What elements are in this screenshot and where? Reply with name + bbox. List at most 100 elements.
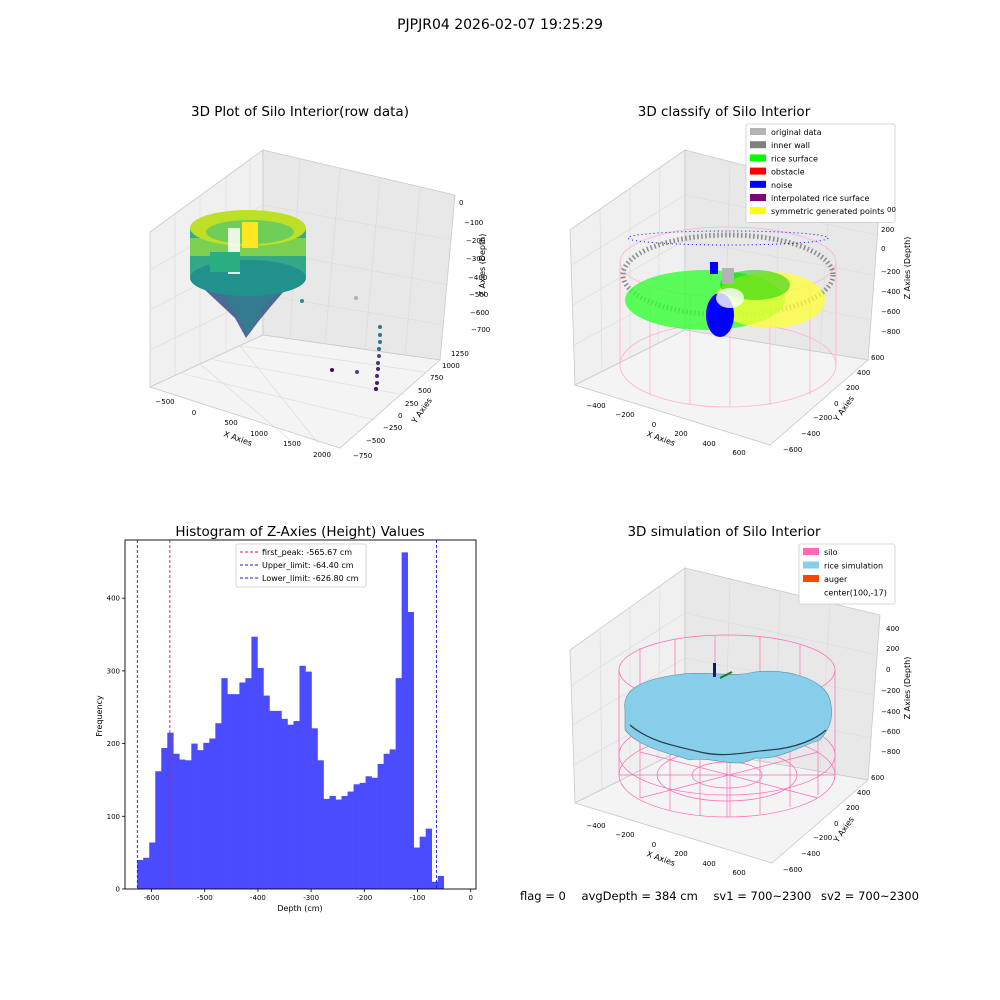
classify-y-tick-label: 0	[834, 400, 838, 408]
histogram-bar	[245, 678, 252, 889]
hist-panel-title: Histogram of Z-Axies (Height) Values	[175, 524, 425, 540]
histogram-bar	[293, 721, 300, 889]
histogram-bar	[275, 710, 282, 889]
raw-x-tick-label: −500	[155, 398, 174, 406]
histogram-bar	[311, 728, 318, 889]
histogram-bar	[287, 724, 294, 889]
histogram-bar	[383, 753, 390, 889]
simulation-z-tick-label: −600	[881, 728, 900, 736]
simulation-y-tick-label: 200	[846, 804, 859, 812]
histogram-bar	[401, 552, 408, 889]
classify-x-ticks: −400 −200 0 200 400 600	[586, 402, 745, 457]
raw-x-tick-label: 2000	[313, 451, 331, 459]
histogram-bar	[359, 782, 366, 889]
histogram-chart: -600 -500 -400 -300 -200 -100 0 0100200300400 …	[95, 539, 477, 913]
histogram-y-label: Frequency	[95, 695, 104, 737]
histogram-bar	[329, 795, 336, 889]
raw-pane-floor	[148, 334, 441, 449]
histogram-reference-lines	[136, 540, 437, 889]
classify-z-ticks: 200 0 −200 −400 −600 −800 00	[881, 206, 900, 336]
raw-z-tick-label: −600	[470, 309, 489, 317]
histogram-bar	[407, 611, 414, 889]
raw-y-tick-label: −250	[383, 424, 402, 432]
figure-suptitle: PJPJR04 2026-02-07 19:25:29	[397, 17, 603, 33]
classify-y-label: Y Axies	[831, 394, 856, 424]
raw-z-tick-label: 0	[459, 199, 463, 207]
classify-pane-floor	[573, 329, 869, 446]
histogram-bar	[179, 759, 186, 889]
classify-z-tick-label: −800	[881, 328, 900, 336]
raw-y-tick-label: 0	[398, 412, 402, 420]
classify-legend-label: inner wall	[771, 141, 810, 150]
classify-legend-swatch	[750, 194, 766, 201]
simulation-legend-swatch	[803, 561, 819, 569]
classify-z-tick-label-partial: 00	[887, 206, 896, 214]
simulation-y-tick-label: 600	[871, 774, 884, 782]
simulation-x-tick-label: 400	[702, 860, 715, 868]
simulation-z-tick-label: −200	[881, 687, 900, 695]
classify-z-tick-label: −200	[881, 268, 900, 276]
histogram-bar	[341, 795, 348, 889]
classify-legend: original data inner wall rice surface obsta…	[745, 123, 896, 223]
histogram-frame	[124, 539, 477, 890]
classify-y-tick-label: 600	[871, 354, 884, 362]
raw-y-tick-label: 1000	[442, 362, 460, 370]
histogram-x-tick-label: 0	[468, 894, 472, 902]
classify-x-tick-label: 0	[652, 421, 656, 429]
histogram-bar	[161, 747, 168, 889]
classify-z-tick-label: −600	[881, 308, 900, 316]
histogram-bar	[209, 738, 216, 889]
simulation-legend-label: rice simulation	[824, 562, 883, 571]
raw-x-tick-label: 0	[192, 409, 196, 417]
raw-panel-title: 3D Plot of Silo Interior(row data)	[191, 104, 409, 120]
raw-z-tick-label: −400	[468, 274, 487, 282]
classify-legend-label: interpolated rice surface	[771, 194, 869, 203]
raw-x-tick-label: 1500	[283, 440, 301, 448]
raw-z-tick-label: −700	[471, 326, 490, 334]
histogram-bar	[155, 771, 162, 889]
histogram-y-tick-label: 100	[107, 813, 120, 821]
histogram-y-tick-label: 200	[107, 740, 120, 748]
histogram-bar	[269, 710, 276, 889]
histogram-x-tick-label: -500	[197, 894, 213, 902]
classify-z-tick-label: −400	[881, 288, 900, 296]
sim-z-ticks: 400 200 0 −200 −400 −600 −800	[881, 625, 900, 756]
classify-legend-label: noise	[771, 181, 792, 190]
histogram-bar	[377, 763, 384, 889]
histogram-bar	[239, 682, 246, 889]
classify-x-tick-label: −200	[615, 411, 634, 419]
sim-x-label: X Axies	[645, 849, 676, 868]
raw-y-tick-label: 250	[405, 400, 418, 408]
histogram-bar	[233, 694, 240, 889]
histogram-bar	[389, 749, 396, 889]
histogram-bar	[143, 857, 150, 889]
raw-x-label: X Axies	[222, 429, 253, 448]
histogram-legend-label: Lower_limit: -626.80 cm	[262, 574, 359, 583]
classify-y-tick-label: −600	[783, 446, 802, 454]
classify-legend-label: original data	[771, 128, 822, 137]
raw-y-tick-label: −500	[366, 437, 385, 445]
sim-x-ticks: −400 −200 0 200 400 600	[586, 822, 745, 877]
classify-legend-swatch	[750, 154, 766, 162]
status-avg-depth: avgDepth = 384 cm	[581, 889, 698, 903]
histogram-bar	[251, 636, 258, 889]
histogram-bar	[221, 678, 228, 889]
classify-inner-wall	[620, 232, 836, 318]
histogram-x-tick-label: -600	[144, 894, 160, 902]
status-flag: flag = 0	[520, 889, 566, 903]
histogram-bar	[227, 694, 234, 889]
histogram-bar	[317, 760, 324, 889]
histogram-bar	[371, 777, 378, 889]
simulation-z-tick-label: −800	[881, 748, 900, 756]
histogram-bars	[137, 552, 445, 889]
raw-z-label: Z Axies (Depth)	[478, 234, 487, 297]
simulation-z-tick-label: −400	[881, 708, 900, 716]
simulation-legend-label: auger	[824, 575, 848, 584]
classify-legend-label: symmetric generated points	[771, 207, 884, 216]
simulation-x-tick-label: 0	[652, 841, 656, 849]
histogram-bar	[203, 742, 210, 889]
simulation-z-tick-label: 0	[886, 666, 890, 674]
raw-z-tick-label: −300	[466, 255, 485, 263]
